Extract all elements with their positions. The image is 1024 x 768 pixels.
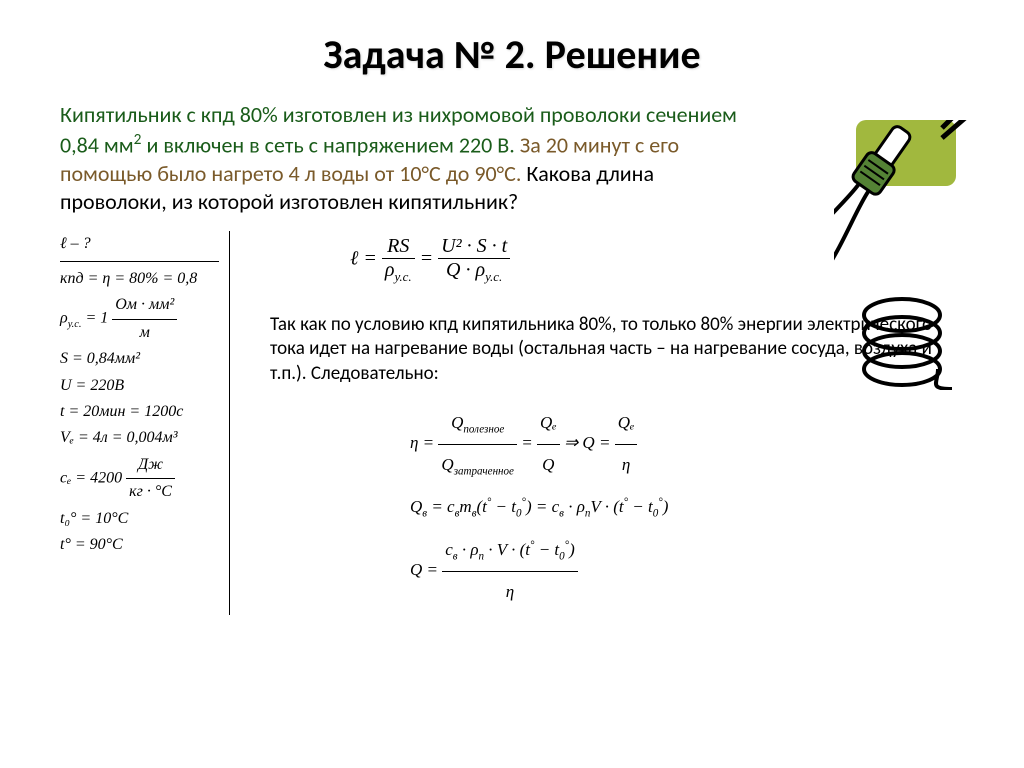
derivation: η = QполезноеQзатраченное = QₑQ ⇒ Q = Qₑ… xyxy=(410,403,964,613)
problem-statement: Кипятильник с кпд 80% изготовлен из нихр… xyxy=(60,101,740,217)
immersion-heater-icon xyxy=(834,120,974,390)
given-block: ℓ – ? кпд = η = 80% = 0,8 ρу.с. = 1 Ом ·… xyxy=(60,231,230,615)
slide-title: Задача № 2. Решение xyxy=(60,30,964,79)
find-line: ℓ – ? xyxy=(60,231,219,262)
